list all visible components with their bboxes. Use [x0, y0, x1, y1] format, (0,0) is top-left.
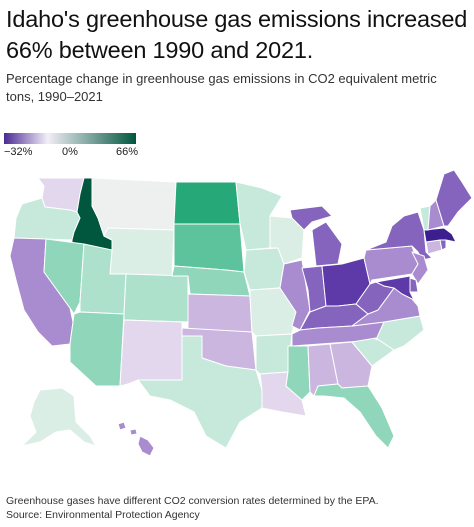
- state-ND: [173, 181, 241, 225]
- state-WY: [103, 227, 175, 277]
- legend-mid-label: 0%: [62, 146, 78, 158]
- state-CO: [123, 273, 189, 323]
- footer-note: Greenhouse gases have different CO2 conv…: [6, 495, 379, 507]
- state-SD: [173, 223, 245, 273]
- color-legend: −32% 0% 66%: [4, 133, 138, 161]
- state-MD: [375, 275, 415, 301]
- us-choropleth-map: [0, 160, 474, 460]
- state-AK: [21, 387, 97, 447]
- map-svg: [9, 169, 473, 457]
- chart-subtitle: Percentage change in greenhouse gas emis…: [6, 71, 437, 104]
- state-MT: [91, 177, 177, 237]
- state-TX: [137, 335, 263, 449]
- legend-gradient-bar: [4, 133, 136, 144]
- state-AZ: [69, 311, 125, 387]
- footer-source: Source: Environmental Protection Agency: [6, 509, 200, 521]
- state-NY: [365, 211, 433, 261]
- state-KS: [187, 293, 253, 333]
- state-ME: [435, 169, 473, 227]
- chart-title: Idaho's greenhouse gas emissions increas…: [6, 6, 468, 63]
- state-HI: [117, 421, 155, 457]
- state-MA: [423, 227, 457, 243]
- legend-max-label: 66%: [116, 146, 139, 158]
- state-NJ: [411, 251, 429, 285]
- state-AR: [255, 333, 293, 375]
- state-FL: [313, 383, 395, 449]
- legend-min-label: −32%: [4, 146, 33, 158]
- state-IA: [243, 247, 285, 291]
- state-NM: [119, 319, 183, 387]
